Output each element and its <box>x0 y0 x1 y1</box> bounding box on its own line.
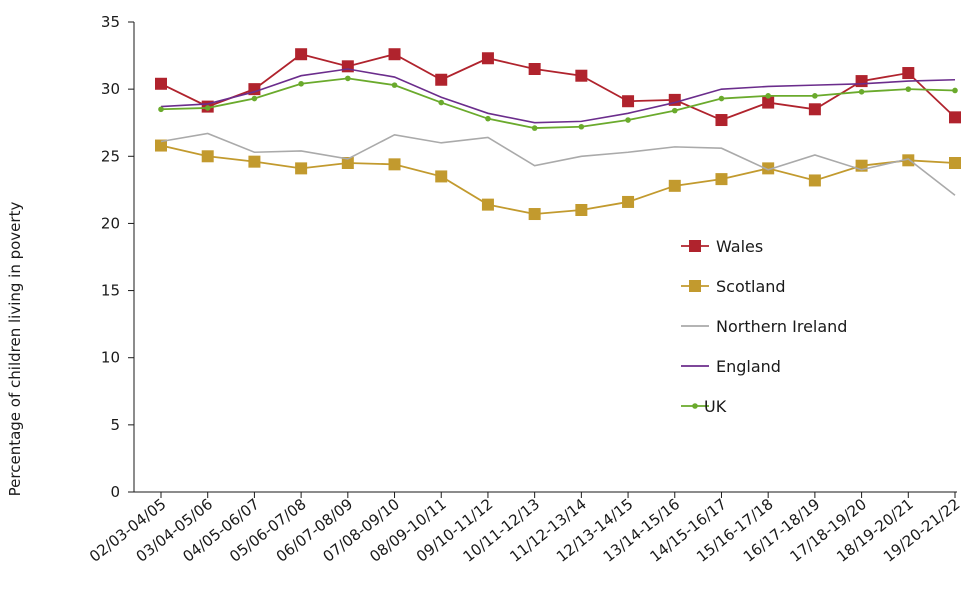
data-point-uk <box>158 106 164 113</box>
data-point-uk <box>485 115 491 122</box>
data-point-wales <box>481 52 494 65</box>
legend-label: UK <box>704 397 727 416</box>
legend-label: Scotland <box>716 277 786 296</box>
data-point-wales <box>949 111 961 124</box>
data-point-scotland <box>201 150 214 163</box>
data-point-scotland <box>155 139 167 152</box>
series-northern-ireland <box>160 132 956 196</box>
data-point-uk <box>718 95 725 102</box>
series-line-scotland <box>160 144 956 215</box>
legend-swatch-marker <box>689 240 701 252</box>
data-point-uk <box>905 86 912 92</box>
data-point-scotland <box>388 158 401 171</box>
y-tick-label: 20 <box>101 214 120 232</box>
legend-item-scotland: Scotland <box>681 277 786 296</box>
data-point-uk <box>251 95 258 102</box>
series-wales <box>155 48 961 127</box>
series-england <box>160 68 956 124</box>
legend-label: Wales <box>716 237 763 256</box>
y-axis-label: Percentage of children living in poverty <box>6 202 24 497</box>
data-point-uk <box>531 125 538 131</box>
data-point-scotland <box>248 155 261 168</box>
data-point-wales <box>528 63 541 75</box>
series-line-wales <box>160 53 956 121</box>
series-uk <box>158 75 958 131</box>
data-point-wales <box>902 67 915 80</box>
data-point-scotland <box>762 162 775 175</box>
data-point-uk <box>765 93 771 99</box>
data-point-wales <box>435 73 448 86</box>
data-point-uk <box>578 123 585 130</box>
legend-label: Northern Ireland <box>716 317 847 336</box>
x-ticks: 02/03-04/0503/04-05/0604/05-06/0705/06-0… <box>86 492 963 566</box>
series-scotland <box>155 139 961 221</box>
data-point-uk <box>671 107 678 114</box>
data-point-scotland <box>622 195 635 208</box>
data-point-wales <box>808 103 821 116</box>
data-point-uk <box>952 87 958 94</box>
series-line-uk <box>160 77 956 129</box>
data-point-scotland <box>808 174 821 187</box>
data-point-uk <box>391 82 398 88</box>
legend-item-england: England <box>681 357 781 376</box>
data-point-uk <box>812 93 818 99</box>
data-point-scotland <box>481 198 494 211</box>
data-point-wales <box>248 83 261 96</box>
legend-item-northern-ireland: Northern Ireland <box>681 317 847 336</box>
y-tick-label: 30 <box>101 80 120 98</box>
legend-item-wales: Wales <box>681 237 763 256</box>
data-point-scotland <box>668 179 681 192</box>
data-point-scotland <box>528 208 541 221</box>
y-tick-label: 15 <box>101 282 120 300</box>
y-tick-label: 25 <box>101 147 120 165</box>
data-point-scotland <box>902 154 915 167</box>
legend-label: England <box>716 357 781 376</box>
data-point-wales <box>715 114 728 127</box>
data-point-wales <box>575 69 588 82</box>
data-point-wales <box>622 95 635 108</box>
data-point-wales <box>855 75 868 88</box>
series-layer <box>155 48 961 221</box>
data-point-uk <box>345 75 351 82</box>
data-point-uk <box>625 117 631 123</box>
data-point-scotland <box>295 162 308 175</box>
data-point-wales <box>762 96 775 109</box>
y-ticks: 0 5 10 15 20 25 30 35 <box>101 13 134 501</box>
data-point-uk <box>438 99 445 106</box>
data-point-scotland <box>575 204 588 216</box>
legend: Wales Scotland Northern Ireland England UK <box>681 237 847 416</box>
data-point-scotland <box>715 173 728 186</box>
data-point-scotland <box>949 157 961 169</box>
data-point-wales <box>155 77 167 90</box>
legend-item-uk: UK <box>681 397 727 416</box>
data-point-uk <box>298 80 304 87</box>
y-tick-label: 35 <box>101 13 120 31</box>
data-point-scotland <box>341 157 354 169</box>
y-tick-label: 5 <box>110 416 120 434</box>
series-line-england <box>160 68 956 124</box>
data-point-uk <box>204 105 211 111</box>
y-tick-label: 10 <box>101 349 120 367</box>
data-point-uk <box>858 89 865 95</box>
data-point-scotland <box>435 170 448 183</box>
legend-swatch-marker <box>692 403 698 409</box>
series-line-northern-ireland <box>160 132 956 196</box>
y-tick-label: 0 <box>110 483 120 501</box>
legend-swatch-marker <box>689 280 701 292</box>
data-point-wales <box>388 48 401 61</box>
data-point-wales <box>295 48 308 61</box>
